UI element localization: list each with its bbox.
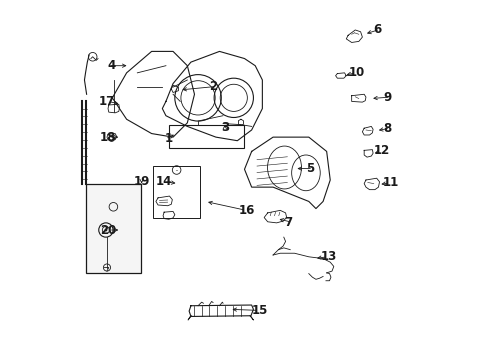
Text: 4: 4 bbox=[107, 59, 116, 72]
Text: 19: 19 bbox=[133, 175, 149, 188]
Text: 13: 13 bbox=[320, 250, 336, 263]
Text: 3: 3 bbox=[221, 121, 228, 134]
Text: 17: 17 bbox=[99, 95, 115, 108]
Circle shape bbox=[104, 229, 107, 231]
Text: 15: 15 bbox=[251, 304, 267, 317]
Text: 7: 7 bbox=[284, 216, 292, 229]
FancyBboxPatch shape bbox=[85, 184, 141, 273]
Text: 20: 20 bbox=[100, 224, 116, 237]
Text: 10: 10 bbox=[348, 66, 365, 79]
Text: 9: 9 bbox=[382, 91, 390, 104]
Text: 6: 6 bbox=[372, 23, 381, 36]
Text: 12: 12 bbox=[373, 144, 389, 157]
Text: 5: 5 bbox=[305, 162, 314, 175]
Text: 1: 1 bbox=[164, 132, 172, 145]
Text: 16: 16 bbox=[239, 204, 255, 217]
Text: 8: 8 bbox=[382, 122, 390, 135]
Text: 18: 18 bbox=[100, 131, 116, 144]
Text: 11: 11 bbox=[382, 176, 399, 189]
Text: 14: 14 bbox=[156, 175, 172, 188]
Text: 2: 2 bbox=[209, 80, 217, 93]
